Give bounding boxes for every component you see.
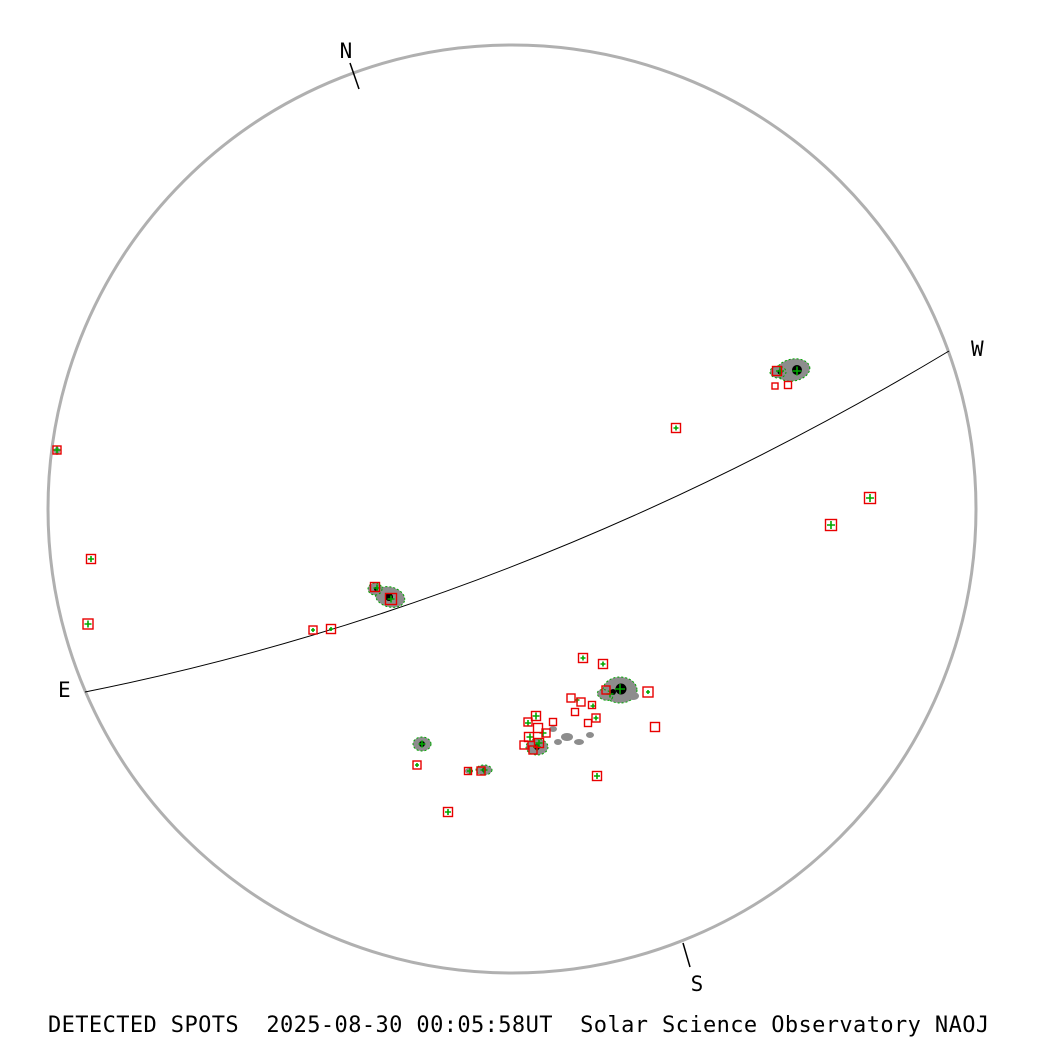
detection-box bbox=[463, 766, 473, 776]
detection-box bbox=[587, 700, 597, 710]
detection-box bbox=[642, 686, 654, 698]
spot-center-cross bbox=[329, 627, 333, 631]
north-tick bbox=[349, 62, 360, 90]
spot-center-cross bbox=[445, 809, 451, 815]
spot-center-cross bbox=[532, 712, 540, 720]
detection-box bbox=[519, 740, 529, 750]
spot-center-cross bbox=[415, 763, 419, 767]
spot-center-cross bbox=[525, 720, 531, 726]
compass-label-east: E bbox=[58, 678, 71, 702]
spot-center-cross bbox=[590, 703, 596, 709]
detection-box bbox=[541, 728, 551, 738]
detection-box bbox=[601, 685, 611, 695]
spot-center-cross bbox=[387, 595, 395, 603]
detection-box bbox=[369, 581, 381, 593]
detection-box bbox=[532, 722, 544, 734]
spot-center-cross bbox=[600, 661, 606, 667]
penumbra-blob bbox=[549, 726, 557, 732]
detection-box bbox=[384, 592, 398, 606]
detection-box bbox=[771, 365, 783, 377]
penumbra-layer bbox=[54, 358, 811, 776]
spot-center-cross bbox=[526, 733, 534, 741]
detection-box bbox=[325, 623, 337, 635]
compass-label-west: W bbox=[971, 337, 984, 361]
detection-box bbox=[523, 717, 533, 727]
spot-center-cross bbox=[673, 425, 679, 431]
detection-box bbox=[533, 737, 545, 749]
detection-box bbox=[597, 658, 609, 670]
detection-box bbox=[476, 766, 486, 776]
detection-box bbox=[583, 718, 593, 728]
detection-box bbox=[783, 380, 793, 390]
disk-base-layer bbox=[46, 43, 978, 975]
detection-box bbox=[577, 652, 589, 664]
detection-box bbox=[82, 618, 94, 630]
penumbra-blob bbox=[586, 732, 594, 738]
detection-box bbox=[85, 553, 97, 565]
spot-center-cross bbox=[594, 773, 600, 779]
detection-box bbox=[649, 721, 661, 733]
spot-center-cross bbox=[418, 740, 426, 748]
spot-center-cross bbox=[776, 367, 784, 375]
detection-box bbox=[824, 518, 838, 532]
spot-center-cross bbox=[792, 366, 802, 376]
penumbra-blob bbox=[561, 733, 573, 741]
spot-center-cross bbox=[646, 690, 650, 694]
detection-box bbox=[52, 445, 62, 455]
spot-center-cross bbox=[866, 494, 874, 502]
compass-annotation-layer: N W E S bbox=[58, 39, 984, 996]
detection-box bbox=[670, 422, 682, 434]
spot-center-cross bbox=[84, 620, 92, 628]
spot-center-cross bbox=[88, 556, 94, 562]
detection-box bbox=[591, 713, 601, 723]
detection-box bbox=[576, 697, 586, 707]
spot-cross-layer bbox=[53, 366, 874, 815]
spot-center-cross bbox=[615, 684, 625, 694]
detection-box bbox=[566, 693, 576, 703]
compass-label-north: N bbox=[340, 39, 353, 63]
detection-box bbox=[591, 770, 603, 782]
detection-box bbox=[308, 625, 318, 635]
caption: DETECTED SPOTS 2025-08-30 00:05:58UT Sol… bbox=[48, 1013, 990, 1038]
detection-box bbox=[528, 745, 538, 755]
detection-box bbox=[863, 491, 877, 505]
detection-box bbox=[530, 710, 542, 722]
detection-box bbox=[548, 717, 558, 727]
compass-label-south: S bbox=[691, 972, 704, 996]
spot-center-cross bbox=[827, 521, 835, 529]
south-tick bbox=[682, 942, 691, 968]
detection-box bbox=[570, 707, 580, 717]
penumbra-blob bbox=[627, 692, 639, 700]
solar-limb bbox=[46, 43, 978, 975]
spot-center-cross bbox=[311, 628, 315, 632]
solar-equator-line bbox=[84, 350, 950, 693]
detection-box bbox=[442, 806, 454, 818]
penumbra-blob bbox=[574, 739, 584, 745]
spot-center-cross bbox=[53, 446, 61, 454]
spot-center-cross bbox=[580, 655, 586, 661]
detection-box bbox=[523, 731, 535, 743]
spot-center-cross bbox=[593, 715, 599, 721]
detection-box bbox=[771, 382, 779, 390]
umbra-layer bbox=[374, 365, 802, 772]
detection-box-layer bbox=[52, 365, 877, 818]
penumbra-blob bbox=[554, 739, 562, 745]
detection-box bbox=[412, 760, 422, 770]
penumbra-blob bbox=[596, 689, 614, 701]
